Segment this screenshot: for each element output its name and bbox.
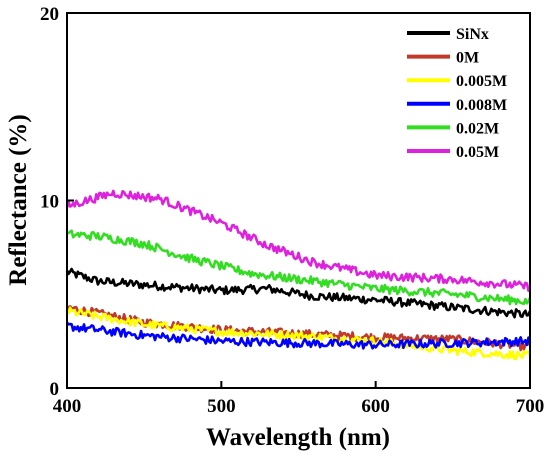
legend-label-3: 0.008M bbox=[456, 97, 507, 114]
x-axis-title: Wavelength (nm) bbox=[206, 424, 390, 451]
y-axis-title: Reflectance (%) bbox=[5, 114, 32, 285]
legend-label-4: 0.02M bbox=[456, 120, 499, 137]
x-tick-label-1: 500 bbox=[207, 396, 236, 417]
series-line-0 bbox=[65, 267, 532, 319]
x-tick-label-2: 600 bbox=[361, 396, 390, 417]
series-layer bbox=[65, 189, 532, 361]
legend-label-0: SiNx bbox=[456, 26, 489, 43]
x-tick-label-0: 400 bbox=[53, 396, 82, 417]
ticks-layer: 400 500 600 700 0 10 20 bbox=[40, 4, 544, 417]
y-tick-label-0: 0 bbox=[50, 379, 60, 400]
series-line-3 bbox=[66, 321, 532, 350]
y-tick-label-2: 20 bbox=[40, 4, 59, 25]
series-line-4 bbox=[66, 229, 532, 306]
legend-label-5: 0.05M bbox=[456, 144, 499, 161]
legend: SiNx 0M 0.005M 0.008M 0.02M 0.05M bbox=[407, 26, 507, 161]
y-tick-label-1: 10 bbox=[40, 192, 59, 213]
x-tick-label-3: 700 bbox=[516, 396, 545, 417]
series-line-5 bbox=[65, 189, 531, 292]
legend-label-2: 0.005M bbox=[456, 73, 507, 90]
series-line-2 bbox=[66, 306, 532, 361]
legend-label-1: 0M bbox=[456, 50, 479, 67]
